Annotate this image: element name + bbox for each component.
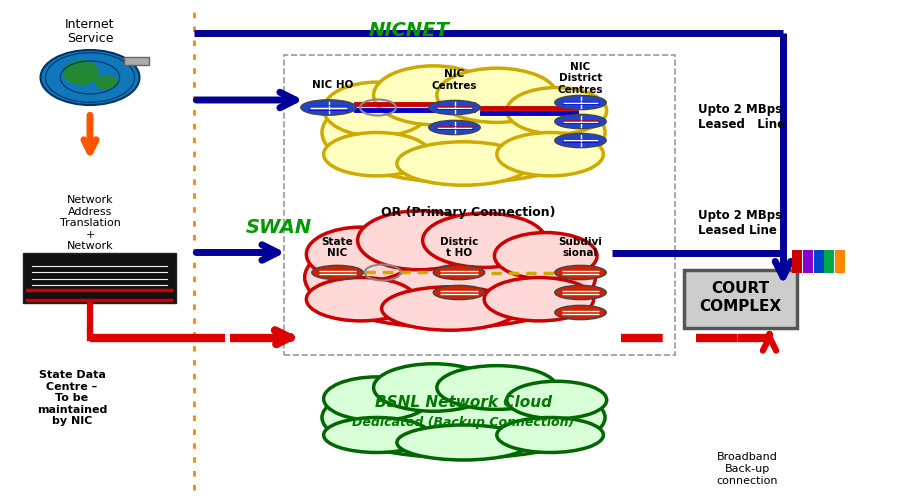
- Text: COURT
COMPLEX: COURT COMPLEX: [699, 282, 781, 314]
- Text: Dedicated (Backup Connection): Dedicated (Backup Connection): [353, 416, 574, 429]
- Ellipse shape: [397, 425, 530, 460]
- Ellipse shape: [304, 227, 596, 328]
- Ellipse shape: [554, 286, 607, 300]
- Ellipse shape: [428, 100, 481, 114]
- Bar: [835, 250, 845, 272]
- Ellipse shape: [357, 211, 481, 270]
- Bar: [124, 58, 149, 65]
- Ellipse shape: [382, 287, 518, 330]
- Ellipse shape: [554, 266, 607, 280]
- Text: Internet
Service: Internet Service: [65, 18, 115, 46]
- Ellipse shape: [436, 366, 557, 410]
- Ellipse shape: [436, 68, 557, 122]
- Bar: [792, 250, 802, 272]
- Text: OR (Primary Connection): OR (Primary Connection): [381, 206, 555, 219]
- Ellipse shape: [301, 100, 356, 115]
- Bar: [803, 250, 813, 272]
- Ellipse shape: [484, 278, 594, 321]
- Ellipse shape: [324, 132, 430, 176]
- Ellipse shape: [554, 134, 607, 147]
- Ellipse shape: [423, 213, 545, 268]
- Ellipse shape: [322, 82, 605, 183]
- Ellipse shape: [507, 88, 607, 134]
- Ellipse shape: [497, 418, 603, 452]
- Text: NICNET: NICNET: [369, 20, 450, 40]
- Ellipse shape: [322, 377, 605, 458]
- Text: Network
Address
Translation
+
Network: Network Address Translation + Network: [59, 195, 121, 252]
- Ellipse shape: [324, 377, 430, 420]
- Ellipse shape: [397, 142, 530, 185]
- Text: State Data
Centre –
To be
maintained
by NIC: State Data Centre – To be maintained by …: [37, 370, 107, 426]
- Bar: [284, 55, 675, 355]
- Ellipse shape: [554, 96, 607, 110]
- Ellipse shape: [494, 232, 597, 279]
- Ellipse shape: [433, 286, 485, 300]
- Ellipse shape: [63, 60, 99, 85]
- Ellipse shape: [374, 66, 493, 124]
- Text: Upto 2 MBps
Leased   Line: Upto 2 MBps Leased Line: [698, 104, 785, 132]
- Text: NIC
District
Centres: NIC District Centres: [558, 62, 603, 95]
- Bar: [22, 252, 176, 302]
- Text: Broadband
Back-up
connection: Broadband Back-up connection: [716, 452, 778, 486]
- Bar: [684, 270, 796, 328]
- Ellipse shape: [554, 114, 607, 128]
- Ellipse shape: [324, 82, 430, 136]
- Text: State
NIC: State NIC: [321, 236, 354, 258]
- Ellipse shape: [95, 75, 117, 90]
- Ellipse shape: [433, 266, 485, 280]
- Ellipse shape: [306, 278, 416, 321]
- Ellipse shape: [497, 132, 603, 176]
- Circle shape: [40, 50, 140, 105]
- Ellipse shape: [428, 120, 481, 134]
- Text: SWAN: SWAN: [246, 218, 312, 237]
- Ellipse shape: [374, 364, 493, 411]
- Ellipse shape: [324, 418, 430, 452]
- Text: NIC
Centres: NIC Centres: [432, 69, 477, 91]
- Ellipse shape: [311, 266, 364, 280]
- Text: Upto 2 MBps
Leased Line: Upto 2 MBps Leased Line: [698, 208, 781, 236]
- Ellipse shape: [507, 381, 607, 419]
- Ellipse shape: [306, 227, 416, 281]
- Text: BSNL Network Cloud: BSNL Network Cloud: [375, 395, 552, 410]
- Bar: [814, 250, 824, 272]
- Text: NIC HO: NIC HO: [312, 80, 354, 90]
- Ellipse shape: [554, 306, 607, 320]
- Text: Subdivi
sional: Subdivi sional: [559, 236, 602, 258]
- Text: Distric
t HO: Distric t HO: [440, 236, 478, 258]
- Bar: [824, 250, 834, 272]
